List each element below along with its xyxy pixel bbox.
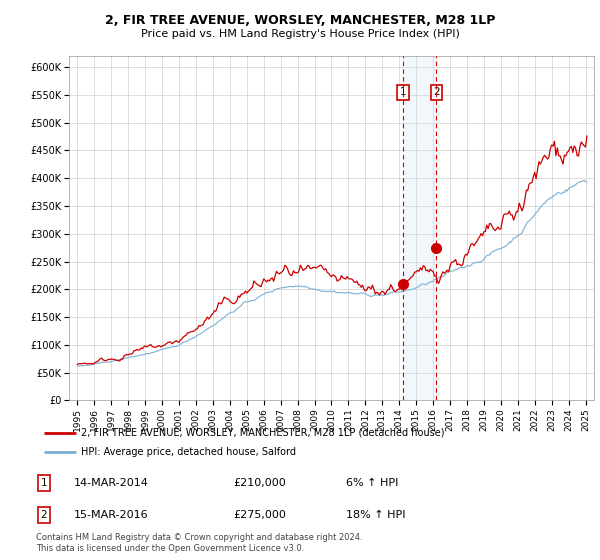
Text: 6% ↑ HPI: 6% ↑ HPI bbox=[346, 478, 398, 488]
Text: 2: 2 bbox=[41, 510, 47, 520]
Text: £275,000: £275,000 bbox=[233, 510, 286, 520]
Text: 2: 2 bbox=[433, 87, 440, 97]
Bar bbox=[403, 56, 436, 400]
Text: £210,000: £210,000 bbox=[233, 478, 286, 488]
Text: 2, FIR TREE AVENUE, WORSLEY, MANCHESTER, M28 1LP: 2, FIR TREE AVENUE, WORSLEY, MANCHESTER,… bbox=[105, 14, 495, 27]
Text: Price paid vs. HM Land Registry's House Price Index (HPI): Price paid vs. HM Land Registry's House … bbox=[140, 29, 460, 39]
Text: Contains HM Land Registry data © Crown copyright and database right 2024.
This d: Contains HM Land Registry data © Crown c… bbox=[36, 533, 362, 553]
Text: 14-MAR-2014: 14-MAR-2014 bbox=[73, 478, 148, 488]
Text: 1: 1 bbox=[41, 478, 47, 488]
Text: 1: 1 bbox=[400, 87, 406, 97]
Text: 18% ↑ HPI: 18% ↑ HPI bbox=[346, 510, 405, 520]
Text: 15-MAR-2016: 15-MAR-2016 bbox=[73, 510, 148, 520]
Text: 2, FIR TREE AVENUE, WORSLEY, MANCHESTER, M28 1LP (detached house): 2, FIR TREE AVENUE, WORSLEY, MANCHESTER,… bbox=[82, 428, 445, 437]
Text: HPI: Average price, detached house, Salford: HPI: Average price, detached house, Salf… bbox=[82, 447, 296, 457]
